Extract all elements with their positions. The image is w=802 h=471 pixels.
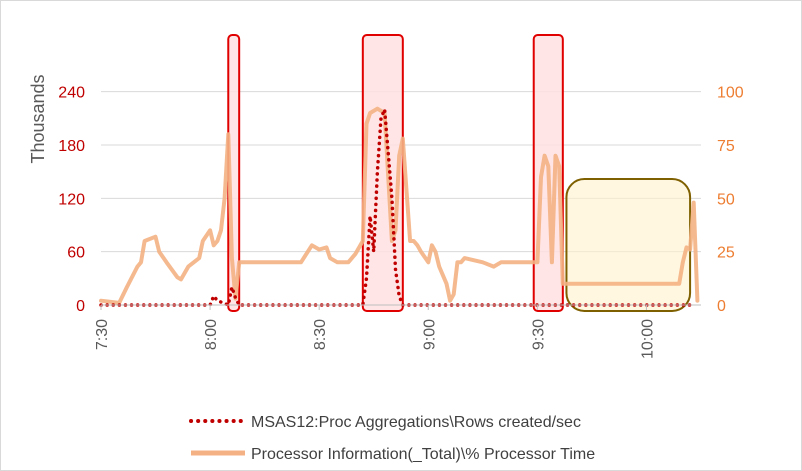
y-tick-right: 50 — [717, 191, 735, 208]
highlight-regions — [227, 34, 692, 312]
y-tick-left: 0 — [76, 298, 85, 315]
x-tick-label: 8:00 — [203, 319, 220, 350]
legend-item-processor-time[interactable]: Processor Information(_Total)\% Processo… — [191, 446, 595, 463]
series-line-processor-time — [99, 106, 700, 305]
x-tick-label: 8:30 — [312, 319, 329, 350]
y-tick-right: 75 — [717, 138, 735, 155]
y-tick-right: 25 — [717, 245, 735, 262]
y-tick-right: 100 — [717, 85, 744, 102]
y-tick-left: 240 — [58, 85, 85, 102]
highlight-region-olive — [565, 178, 692, 312]
x-tick-label: 7:30 — [94, 319, 111, 350]
legend-label-processor-time: Processor Information(_Total)\% Processo… — [251, 446, 595, 463]
series-line-rows-created — [99, 107, 692, 307]
y-tick-right: 0 — [717, 298, 726, 315]
y-axis-left-title: Thousands — [28, 74, 48, 163]
x-tick-label: 10:00 — [639, 319, 656, 359]
y-tick-left: 120 — [58, 191, 85, 208]
series-lines — [99, 106, 700, 307]
axes: 0 60 120 180 240 0 25 50 75 100 7:30 8:00 8:30 9:00 9:… — [58, 85, 744, 359]
x-tick-label: 9:30 — [530, 319, 547, 350]
y-tick-left: 60 — [67, 245, 85, 262]
legend-item-rows-created[interactable]: MSAS12:Proc Aggregations\Rows created/se… — [189, 414, 581, 431]
y-tick-left: 180 — [58, 138, 85, 155]
x-tick-label: 9:00 — [421, 319, 438, 350]
legend-label-rows-created: MSAS12:Proc Aggregations\Rows created/se… — [251, 414, 581, 431]
legend: MSAS12:Proc Aggregations\Rows created/se… — [189, 414, 595, 463]
